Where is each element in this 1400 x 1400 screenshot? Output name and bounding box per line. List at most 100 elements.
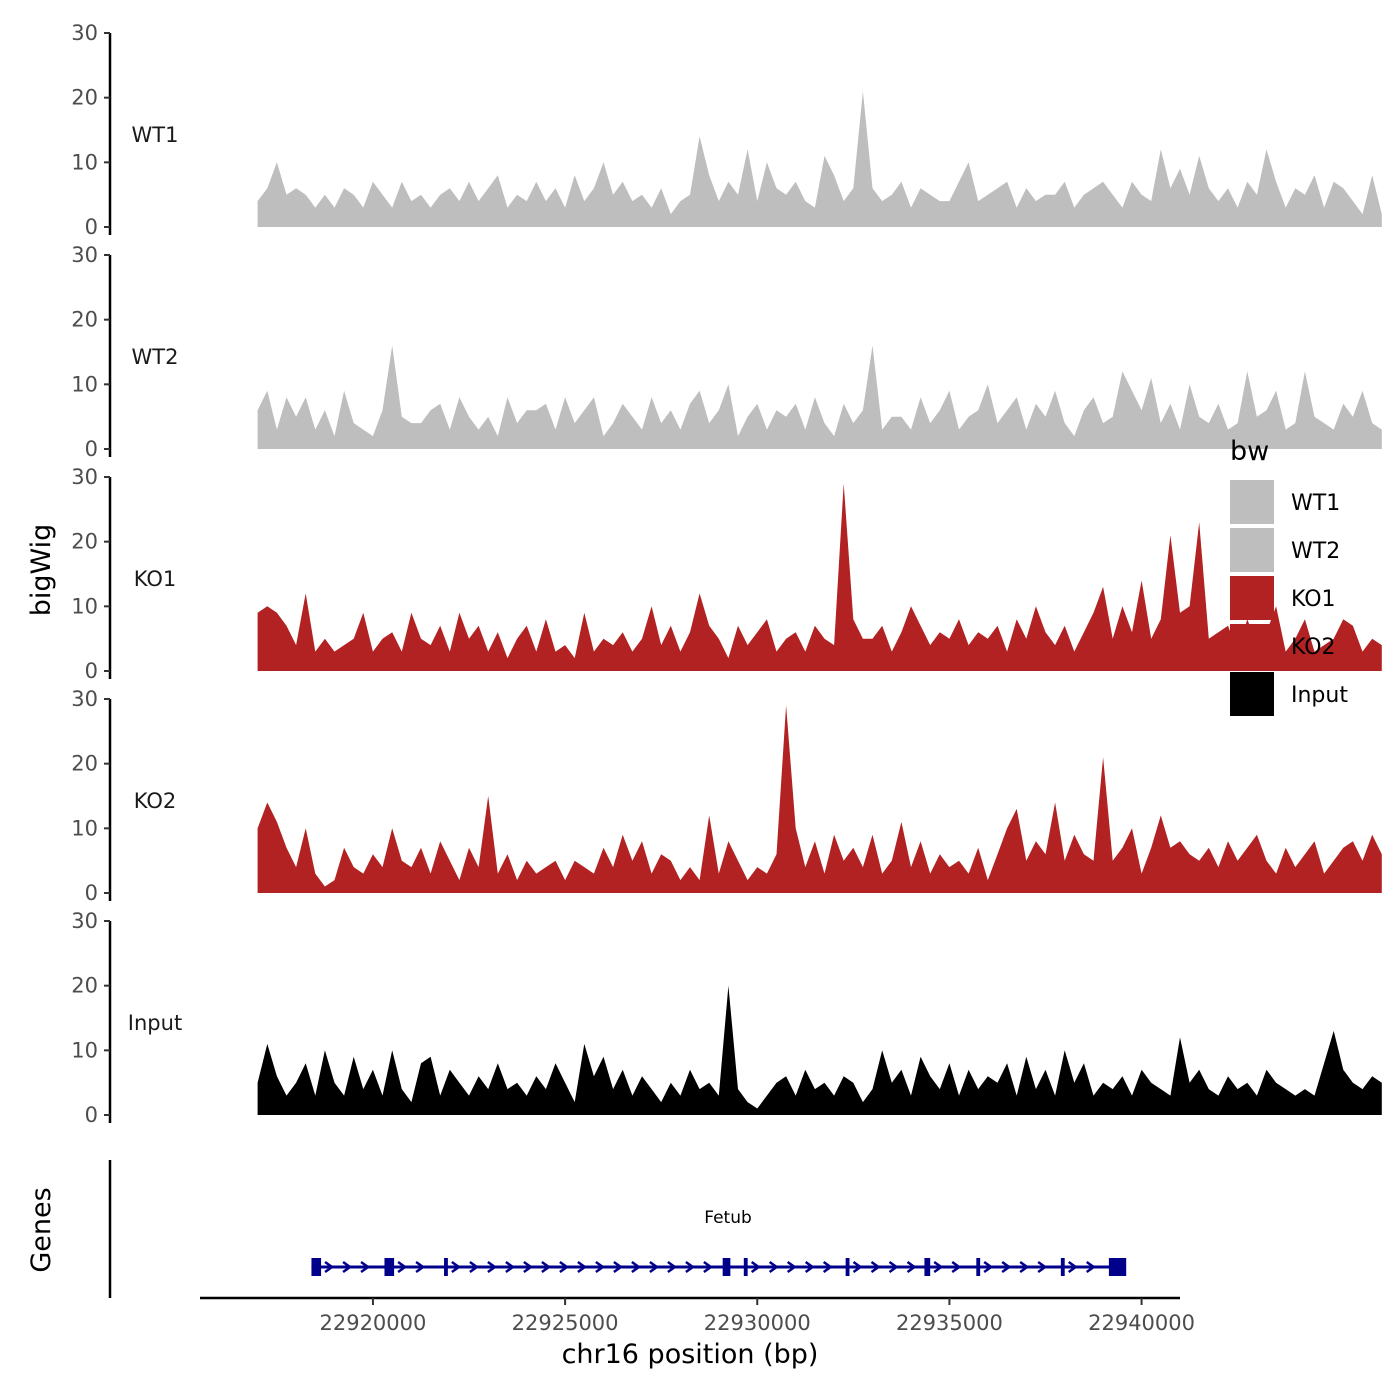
gene-exon xyxy=(976,1258,981,1276)
strand-arrow xyxy=(888,1260,899,1274)
strand-arrow xyxy=(1037,1260,1048,1274)
gene-exon xyxy=(743,1258,748,1276)
x-axis: 22920000 22925000 22930000 22935000 22940000 xyxy=(200,1296,1195,1335)
y-tick-label: 0 xyxy=(85,1103,98,1127)
strand-arrow xyxy=(951,1260,962,1274)
y-tick-label: 10 xyxy=(71,1038,98,1062)
y-axis-title: bigWig xyxy=(26,524,57,617)
strand-arrow xyxy=(1001,1260,1012,1274)
track-ko2: 0 10 20 30 KO2 xyxy=(71,687,1382,905)
strand-arrow xyxy=(415,1260,426,1274)
y-tick-label: 20 xyxy=(71,974,98,998)
strand-arrow xyxy=(667,1260,678,1274)
strand-arrow xyxy=(324,1260,335,1274)
y-tick-label: 10 xyxy=(71,816,98,840)
area-wt1 xyxy=(257,91,1382,227)
strand-arrow xyxy=(613,1260,624,1274)
legend-label-wt1: WT1 xyxy=(1291,491,1340,516)
y-tick-label: 20 xyxy=(71,86,98,110)
strand-arrow xyxy=(933,1260,944,1274)
strand-arrow xyxy=(750,1260,761,1274)
y-tick-label: 0 xyxy=(85,215,98,239)
strand-arrow xyxy=(342,1260,353,1274)
legend-label-ko1: KO1 xyxy=(1291,587,1336,612)
gene-exon xyxy=(722,1258,731,1276)
track-label: WT1 xyxy=(132,123,179,147)
x-axis-title: chr16 position (bp) xyxy=(562,1339,819,1370)
y-tick-label: 30 xyxy=(71,243,98,267)
y-tick-label: 0 xyxy=(85,437,98,461)
strand-arrow xyxy=(852,1260,863,1274)
legend-label-wt2: WT2 xyxy=(1291,539,1340,564)
y-tick-label: 30 xyxy=(71,687,98,711)
gene-label: Fetub xyxy=(704,1208,752,1228)
strand-arrow xyxy=(631,1260,642,1274)
track-label: KO2 xyxy=(134,789,177,813)
area-input xyxy=(257,985,1382,1115)
strand-arrow xyxy=(685,1260,696,1274)
legend-label-ko2: KO2 xyxy=(1291,635,1336,660)
area-wt2 xyxy=(257,345,1382,449)
track-label: KO1 xyxy=(134,567,177,591)
strand-arrow xyxy=(649,1260,660,1274)
strand-arrow xyxy=(822,1260,833,1274)
gene-exon xyxy=(311,1258,322,1276)
genes-axis-title: Genes xyxy=(26,1187,57,1272)
strand-arrow xyxy=(983,1260,994,1274)
legend: WT1 WT2 KO1 KO2 Input xyxy=(1230,480,1348,716)
area-ko2 xyxy=(257,705,1382,893)
strand-arrow xyxy=(595,1260,606,1274)
y-tick-label: 0 xyxy=(85,659,98,683)
strand-arrow xyxy=(541,1260,552,1274)
y-tick-label: 30 xyxy=(71,21,98,45)
strand-arrow xyxy=(577,1260,588,1274)
gene-exon xyxy=(444,1258,448,1276)
strand-arrow xyxy=(360,1260,371,1274)
y-tick-label: 30 xyxy=(71,909,98,933)
x-tick-label: 22930000 xyxy=(704,1311,811,1335)
gene-exon xyxy=(1108,1258,1127,1276)
area-ko1 xyxy=(257,483,1382,671)
y-tick-label: 10 xyxy=(71,150,98,174)
strand-arrow xyxy=(703,1260,714,1274)
legend-key-ko1 xyxy=(1230,576,1274,620)
gene-exon xyxy=(384,1258,395,1276)
strand-arrow xyxy=(523,1260,534,1274)
strand-arrow xyxy=(469,1260,480,1274)
y-tick-label: 10 xyxy=(71,594,98,618)
legend-key-wt2 xyxy=(1230,528,1274,572)
x-tick-label: 22940000 xyxy=(1088,1311,1195,1335)
y-tick-label: 30 xyxy=(71,465,98,489)
strand-arrow xyxy=(487,1260,498,1274)
tracks-group: 0 10 20 30 WT1 0 10 20 30 WT2 0 10 20 30 KO1 0 10 20 30 KO2… xyxy=(71,21,1382,1127)
strand-arrow xyxy=(768,1260,779,1274)
strand-arrow xyxy=(451,1260,462,1274)
strand-arrow xyxy=(1067,1260,1078,1274)
gene-exon xyxy=(845,1258,850,1276)
track-input: 0 10 20 30 Input xyxy=(71,909,1382,1127)
track-wt2: 0 10 20 30 WT2 xyxy=(71,243,1382,461)
y-tick-label: 20 xyxy=(71,752,98,776)
y-tick-label: 20 xyxy=(71,530,98,554)
x-tick-label: 22920000 xyxy=(319,1311,426,1335)
y-tick-label: 10 xyxy=(71,372,98,396)
strand-arrow xyxy=(397,1260,408,1274)
strand-arrow xyxy=(870,1260,881,1274)
gene-exon xyxy=(1060,1258,1065,1276)
strand-arrow xyxy=(1019,1260,1030,1274)
strand-arrow xyxy=(1085,1260,1096,1274)
track-label: WT2 xyxy=(132,345,179,369)
legend-title: bw xyxy=(1230,436,1269,467)
genes-track xyxy=(108,1160,1127,1298)
strand-arrow xyxy=(786,1260,797,1274)
x-tick-label: 22925000 xyxy=(512,1311,619,1335)
gene-exon xyxy=(924,1258,931,1276)
track-label: Input xyxy=(128,1011,182,1035)
track-ko1: 0 10 20 30 KO1 xyxy=(71,465,1382,683)
strand-arrow xyxy=(804,1260,815,1274)
legend-key-input xyxy=(1230,672,1274,716)
y-tick-label: 0 xyxy=(85,881,98,905)
legend-key-ko2 xyxy=(1230,624,1274,668)
strand-arrow xyxy=(906,1260,917,1274)
